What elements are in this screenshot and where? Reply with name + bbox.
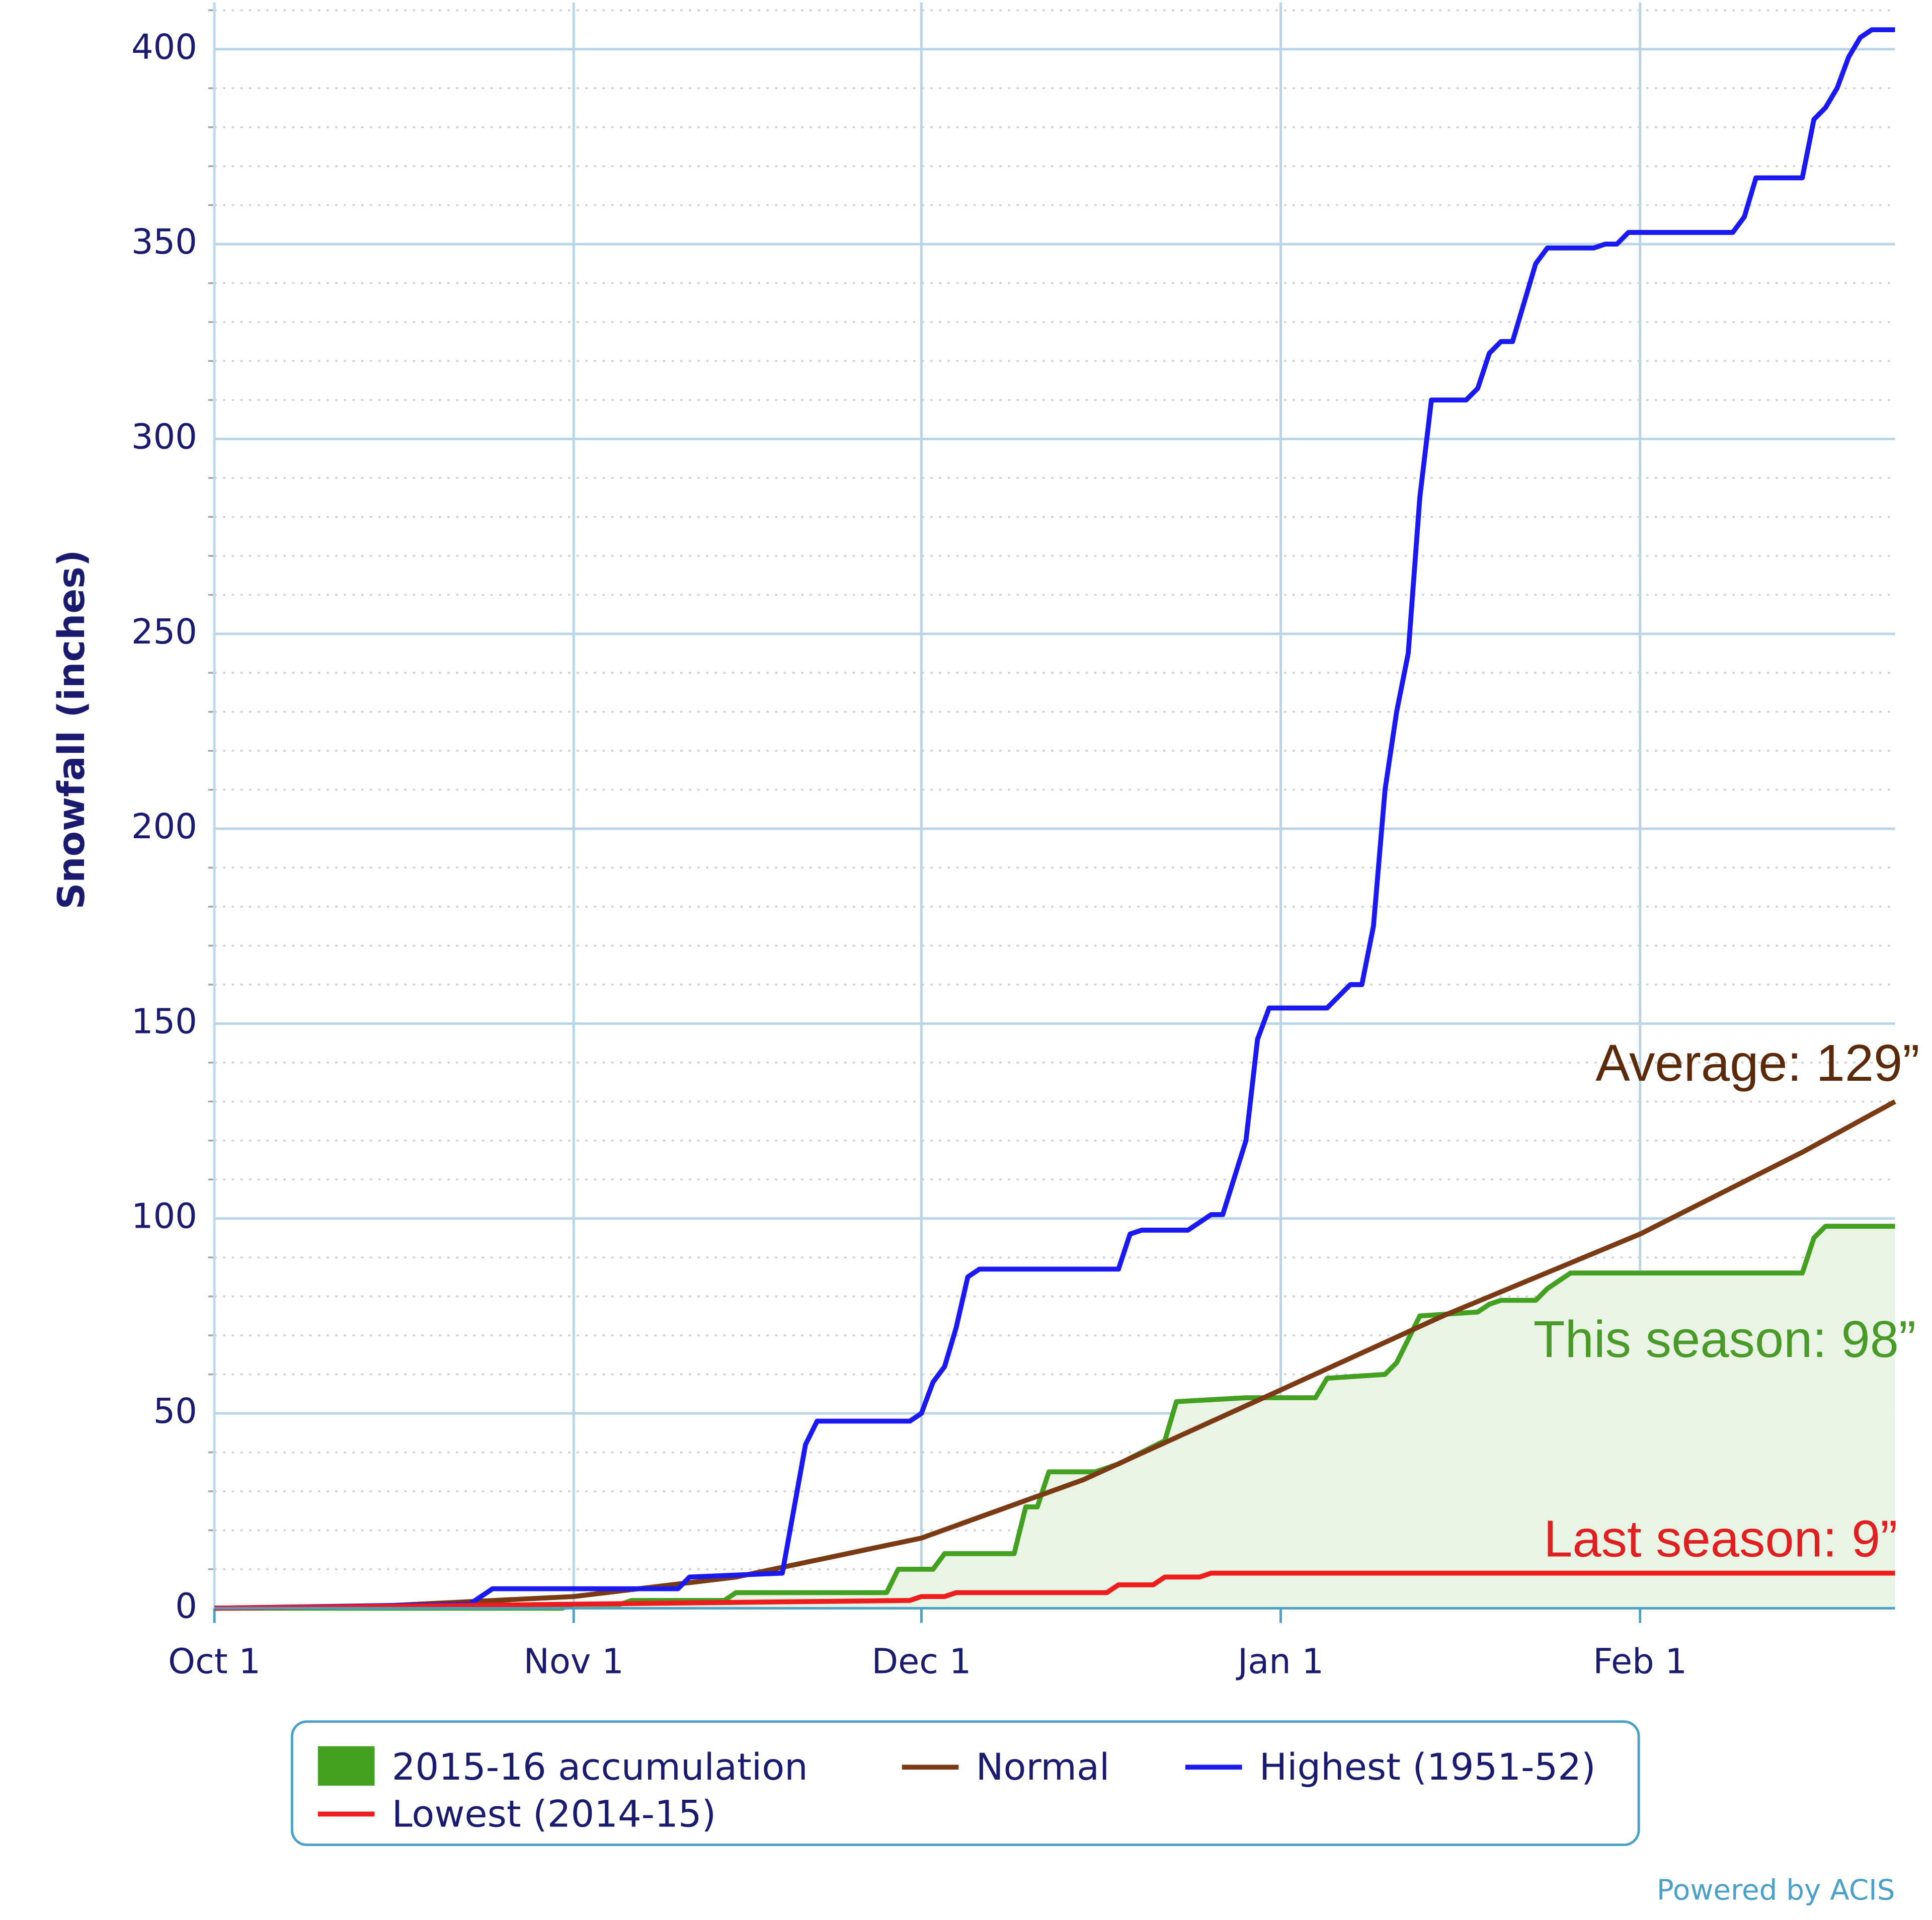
series-line	[214, 27, 1895, 1611]
y-tick-label: 100	[131, 1196, 197, 1237]
legend-swatch	[317, 1746, 375, 1786]
series-line	[214, 1570, 1895, 1611]
legend-label: Highest (1951-52)	[1259, 1746, 1596, 1789]
legend-box	[290, 1720, 1640, 1847]
x-tick-label: Oct 1	[168, 1642, 261, 1682]
legend-label: 2015-16 accumulation	[392, 1746, 808, 1789]
annotation: Average: 129”	[1595, 1034, 1919, 1092]
y-tick-label: 200	[131, 807, 197, 847]
series-line	[214, 1099, 1896, 1611]
y-axis-title: Snowfall (inches)	[50, 549, 93, 909]
legend-label: Normal	[976, 1746, 1110, 1789]
x-tick-label: Nov 1	[524, 1642, 624, 1682]
credit: Powered by ACIS	[1657, 1874, 1895, 1906]
x-tick-label: Feb 1	[1593, 1642, 1687, 1682]
y-tick-label: 300	[131, 417, 197, 457]
annotation: This season: 98”	[1534, 1310, 1916, 1368]
y-tick-label: 150	[131, 1001, 197, 1042]
y-tick-label: 250	[131, 612, 197, 652]
annotation: Last season: 9”	[1544, 1510, 1897, 1568]
y-tick-label: 350	[131, 222, 197, 262]
y-tick-label: 50	[153, 1391, 197, 1431]
legend-label: Lowest (2014-15)	[392, 1793, 716, 1835]
area	[214, 1226, 1895, 1609]
x-tick-label: Jan 1	[1236, 1642, 1324, 1682]
y-tick-label: 400	[131, 27, 197, 67]
y-tick-label: 0	[175, 1586, 197, 1626]
x-tick-label: Dec 1	[871, 1642, 971, 1682]
